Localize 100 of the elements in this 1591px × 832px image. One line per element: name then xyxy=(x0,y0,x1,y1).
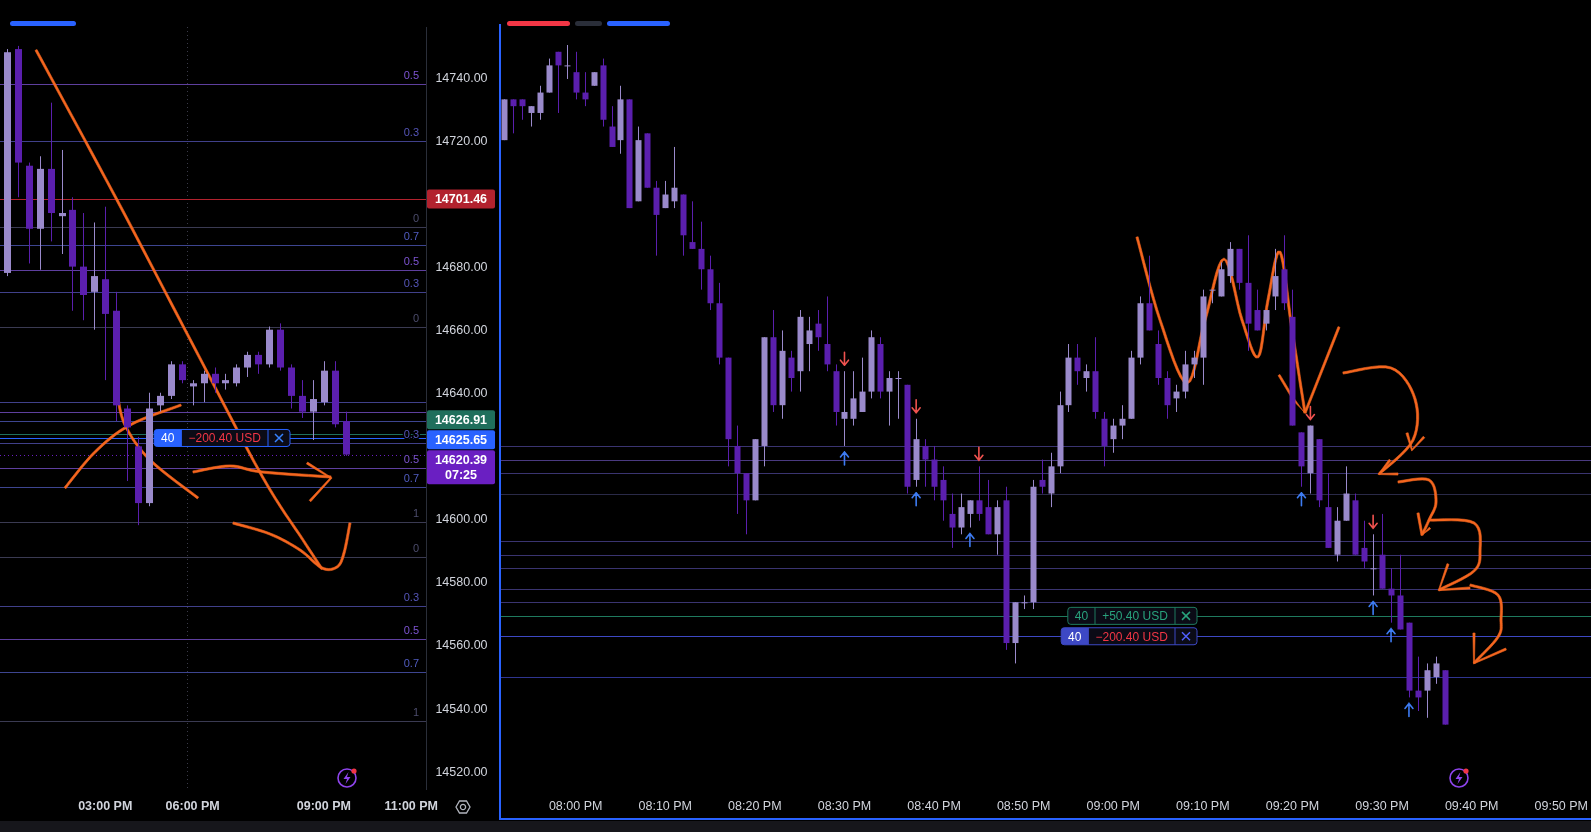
y-tick-label: 14520.00 xyxy=(435,764,488,779)
candlestick xyxy=(958,493,965,535)
candlestick xyxy=(564,44,571,80)
y-tick-label: 14600.00 xyxy=(435,512,488,527)
x-tick-label: 08:30 PM xyxy=(817,799,872,813)
ref-line-label: 14626.91 xyxy=(434,413,488,428)
annotation: 0.3 xyxy=(403,590,419,603)
candlestick xyxy=(671,146,678,209)
candlestick xyxy=(806,316,813,372)
candlestick xyxy=(179,360,186,384)
x-tick-label: 08:50 PM xyxy=(996,799,1051,813)
candlestick xyxy=(1370,533,1377,596)
x-tick-label: 09:30 PM xyxy=(1355,799,1409,813)
y-tick-label: 14740.00 xyxy=(435,70,488,85)
ref-line-label: 14620.39 07:25 xyxy=(434,453,488,483)
y-tick-label: 14720.00 xyxy=(435,134,488,148)
candlestick xyxy=(976,465,983,522)
candlestick xyxy=(940,465,947,522)
candlestick xyxy=(299,379,306,419)
candlestick xyxy=(662,180,669,209)
candlestick xyxy=(815,309,822,352)
candlestick xyxy=(949,493,956,549)
candlestick xyxy=(519,98,526,121)
candlestick xyxy=(528,105,535,128)
x-tick-label: 09:00 PM xyxy=(1086,799,1141,813)
candlestick xyxy=(233,363,240,387)
x-tick-label: 08:00 PM xyxy=(548,799,603,813)
candlestick xyxy=(689,200,696,250)
annotation: 40 xyxy=(1068,629,1082,644)
annotation: 0.3 xyxy=(403,276,419,289)
candlestick xyxy=(510,98,517,134)
annotation: 0 xyxy=(412,541,419,554)
annotation: 0.5 xyxy=(403,68,419,81)
annotation: 0.5 xyxy=(403,254,419,267)
x-tick-label: 09:50 PM xyxy=(1534,799,1589,813)
x-tick-label: 09:00 PM xyxy=(296,799,351,813)
candlestick xyxy=(1110,418,1117,454)
candlestick xyxy=(1074,343,1081,386)
candlestick xyxy=(1119,404,1126,440)
candlestick xyxy=(1361,520,1368,569)
y-tick-label: 14560.00 xyxy=(435,638,488,653)
candlestick xyxy=(824,295,831,372)
annotation: 0.7 xyxy=(403,229,419,242)
candlestick xyxy=(255,351,262,375)
y-tick-label: 14640.00 xyxy=(435,386,488,401)
annotation: 40 xyxy=(1074,609,1089,624)
annotation: −200.40 USD xyxy=(188,431,262,446)
x-tick-label: 08:20 PM xyxy=(728,799,782,813)
annotation: 0.7 xyxy=(403,656,419,669)
candlestick xyxy=(1083,363,1090,393)
annotation: 40 xyxy=(161,431,175,446)
y-tick-label: 14540.00 xyxy=(435,701,488,716)
x-tick-label: 06:00 PM xyxy=(165,799,220,813)
annotation: 0.5 xyxy=(403,453,419,466)
candlestick xyxy=(895,370,902,420)
x-tick-label: 09:40 PM xyxy=(1444,799,1499,813)
x-tick-label: 09:20 PM xyxy=(1265,799,1320,813)
candlestick xyxy=(537,85,544,121)
y-tick-label: 14580.00 xyxy=(435,575,488,590)
y-tick-label: 14680.00 xyxy=(435,260,488,275)
annotation: 0.3 xyxy=(403,125,419,138)
annotation: 0 xyxy=(412,311,419,324)
candlestick xyxy=(157,392,164,413)
candlestick xyxy=(886,370,893,427)
x-tick-label: 08:40 PM xyxy=(907,799,961,813)
candlestick xyxy=(1424,662,1431,719)
candlestick xyxy=(190,379,197,406)
candlestick xyxy=(1021,594,1028,610)
y-tick-label: 14660.00 xyxy=(435,323,488,338)
candlestick xyxy=(59,149,66,255)
annotation: 0.7 xyxy=(403,472,419,485)
candlestick xyxy=(1272,248,1279,311)
x-tick-label: 09:10 PM xyxy=(1176,799,1230,813)
candlestick xyxy=(91,221,98,331)
annotation: 1 xyxy=(412,507,419,519)
x-tick-label: 03:00 PM xyxy=(78,799,133,813)
x-tick-label: 11:00 PM xyxy=(384,799,439,813)
candlestick xyxy=(922,438,929,488)
candlestick xyxy=(967,499,974,529)
candlestick xyxy=(1433,656,1440,685)
candlestick xyxy=(201,370,208,403)
ref-line-label: 14701.46 xyxy=(434,192,488,207)
candlestick xyxy=(609,105,616,148)
annotation: 0.5 xyxy=(403,623,419,636)
candlestick xyxy=(788,350,795,393)
candlestick xyxy=(124,404,131,482)
candlestick xyxy=(555,51,562,114)
ref-line-label: 14625.65 xyxy=(434,433,488,448)
candlestick xyxy=(859,357,866,413)
candlestick xyxy=(1263,309,1270,331)
x-tick-label: 08:10 PM xyxy=(638,799,693,813)
candlestick xyxy=(573,51,580,100)
candlestick xyxy=(212,367,219,394)
candlestick xyxy=(850,370,857,427)
candlestick xyxy=(841,370,848,447)
candlestick xyxy=(1039,459,1046,495)
candlestick xyxy=(244,351,251,378)
annotation: −200.40 USD xyxy=(1095,629,1169,644)
annotation: +50.40 USD xyxy=(1102,609,1169,624)
annotation: 0 xyxy=(412,212,419,225)
